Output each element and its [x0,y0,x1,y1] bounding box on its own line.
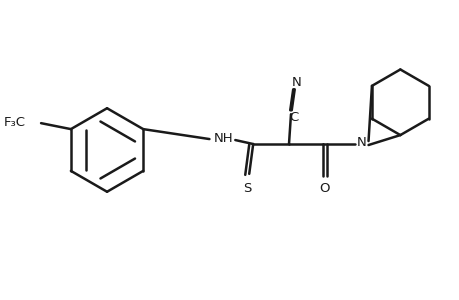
Text: S: S [242,182,251,195]
Text: N: N [291,76,301,89]
Text: F₃C: F₃C [4,116,26,129]
Text: NH: NH [213,132,233,145]
Text: N: N [356,136,366,148]
Text: C: C [289,111,298,124]
Text: O: O [319,182,329,195]
